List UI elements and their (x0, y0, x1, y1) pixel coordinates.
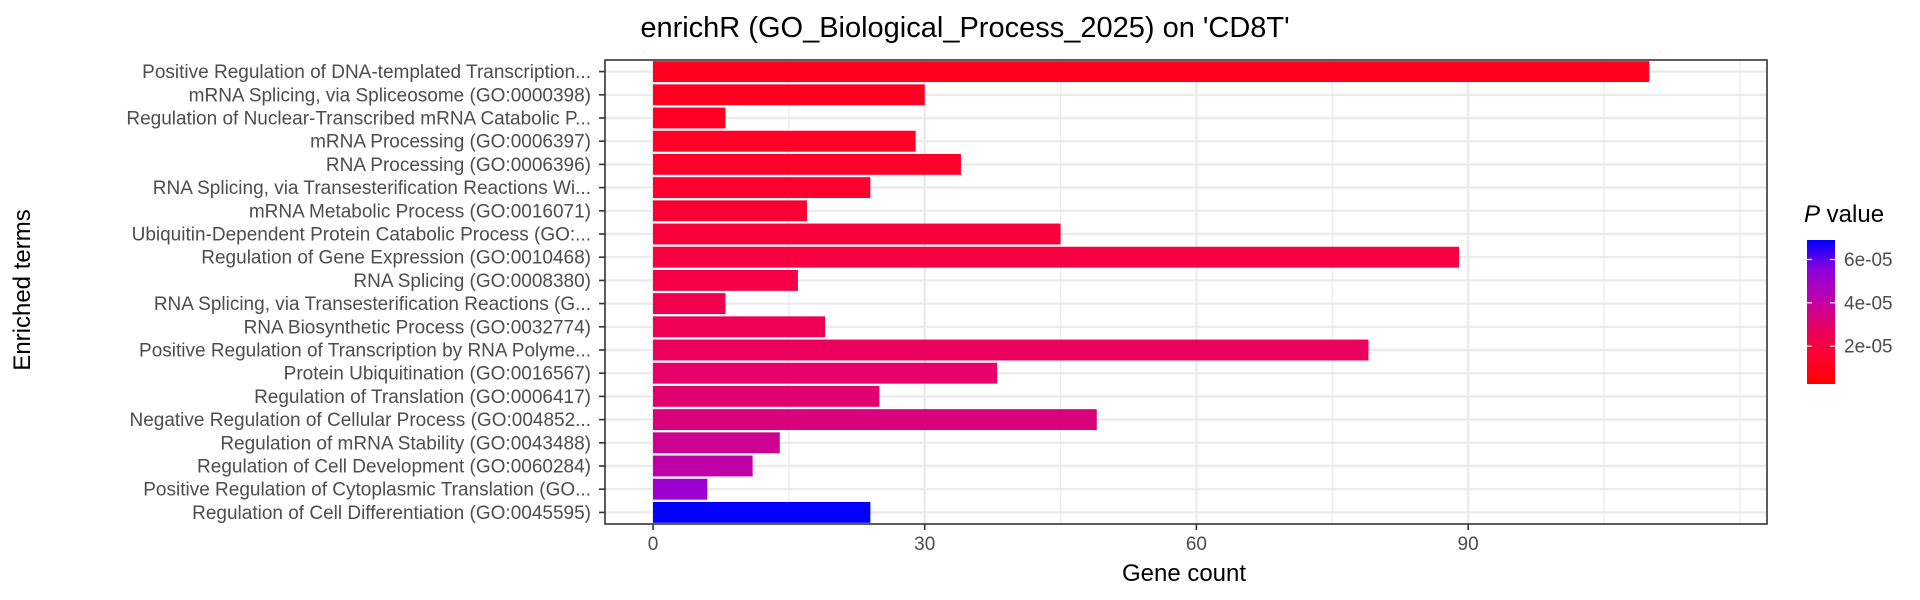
bar (653, 177, 871, 199)
category-label: RNA Splicing, via Transesterification Re… (153, 178, 591, 199)
category-label: Regulation of Cell Development (GO:00602… (197, 457, 591, 478)
category-label: mRNA Metabolic Process (GO:0016071) (249, 201, 591, 222)
x-tick-label: 0 (648, 534, 659, 555)
category-label: Regulation of mRNA Stability (GO:0043488… (220, 433, 591, 454)
category-label: RNA Splicing (GO:0008380) (353, 271, 591, 292)
category-label: Positive Regulation of Transcription by … (139, 341, 591, 362)
y-axis-title: Enriched terms (9, 209, 36, 370)
plot-border (604, 59, 1768, 525)
category-label: Regulation of Gene Expression (GO:001046… (201, 248, 591, 269)
category-label: RNA Biosynthetic Process (GO:0032774) (244, 317, 591, 338)
category-label: Positive Regulation of Cytoplasmic Trans… (143, 480, 591, 501)
chart-title: enrichR (GO_Biological_Process_2025) on … (640, 12, 1289, 44)
bar (653, 61, 1650, 83)
bar (653, 153, 961, 175)
bar (653, 385, 880, 407)
bar (653, 269, 798, 291)
bar (653, 246, 1460, 268)
category-label: Protein Ubiquitination (GO:0016567) (284, 364, 591, 385)
bars (653, 61, 1650, 523)
legend-title-symbol: P (1804, 201, 1820, 228)
x-tick-label: 30 (914, 534, 935, 555)
bar (653, 432, 780, 454)
bar (653, 409, 1097, 431)
bar (653, 200, 807, 222)
x-tick-label: 60 (1186, 534, 1207, 555)
category-label: Regulation of Cell Differentiation (GO:0… (192, 503, 591, 524)
legend-title: P value (1804, 201, 1884, 228)
category-label: RNA Processing (GO:0006396) (326, 155, 591, 176)
bar (653, 107, 726, 129)
bar (653, 223, 1061, 245)
category-label: Negative Regulation of Cellular Process … (129, 410, 591, 431)
bar (653, 293, 726, 315)
category-labels: Positive Regulation of DNA-templated Tra… (126, 62, 605, 524)
bar (653, 501, 871, 523)
legend-tick-label: 4e-05 (1844, 293, 1893, 314)
bar (653, 455, 753, 477)
bar (653, 339, 1369, 361)
legend-tick-label: 2e-05 (1844, 337, 1893, 358)
x-tick-label: 90 (1458, 534, 1479, 555)
legend-title-text: value (1820, 201, 1884, 228)
x-axis-ticks: 0 30 60 90 (648, 524, 1479, 555)
category-label: Regulation of Translation (GO:0006417) (254, 387, 591, 408)
legend-colorbar (1807, 240, 1835, 384)
plot-panel (605, 60, 1767, 524)
category-label: mRNA Processing (GO:0006397) (310, 132, 591, 153)
category-label: mRNA Splicing, via Spliceosome (GO:00003… (189, 85, 591, 106)
legend-ticks: 6e-05 4e-05 2e-05 (1807, 250, 1893, 358)
legend-tick-label: 6e-05 (1844, 250, 1893, 271)
category-label: Positive Regulation of DNA-templated Tra… (142, 62, 591, 83)
legend: P value 6e-05 4e-05 2e-05 (1804, 201, 1893, 384)
bar (653, 84, 925, 106)
bar (653, 478, 708, 500)
x-axis-title: Gene count (1122, 560, 1246, 587)
category-label: Ubiquitin-Dependent Protein Catabolic Pr… (132, 225, 591, 246)
bar (653, 130, 916, 152)
bar (653, 316, 826, 338)
category-label: Regulation of Nuclear-Transcribed mRNA C… (126, 109, 591, 130)
bar (653, 362, 998, 384)
category-label: RNA Splicing, via Transesterification Re… (154, 294, 591, 315)
